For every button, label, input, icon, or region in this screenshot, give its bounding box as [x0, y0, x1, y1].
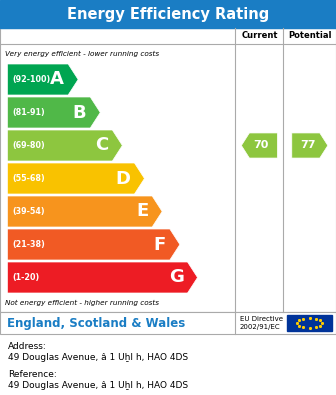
Polygon shape	[7, 229, 180, 260]
Text: D: D	[116, 169, 130, 188]
Text: Potential: Potential	[288, 32, 332, 41]
Text: (92-100): (92-100)	[12, 75, 51, 84]
Text: Address:: Address:	[8, 342, 47, 351]
Text: (55-68): (55-68)	[12, 174, 45, 183]
Polygon shape	[7, 196, 162, 227]
Polygon shape	[241, 133, 278, 158]
Polygon shape	[7, 130, 122, 161]
Text: (21-38): (21-38)	[12, 240, 45, 249]
Polygon shape	[292, 133, 328, 158]
Text: A: A	[50, 70, 64, 88]
Text: (39-54): (39-54)	[12, 207, 45, 216]
Text: C: C	[95, 137, 108, 154]
Text: England, Scotland & Wales: England, Scotland & Wales	[7, 316, 185, 329]
Text: (81-91): (81-91)	[12, 108, 45, 117]
Bar	[0, 312, 336, 334]
Text: 49 Douglas Avenue, â 1 Uẖl h, HAO 4DS: 49 Douglas Avenue, â 1 Uẖl h, HAO 4DS	[8, 353, 188, 362]
Bar	[0, 0, 336, 28]
Text: Very energy efficient - lower running costs: Very energy efficient - lower running co…	[5, 51, 159, 57]
Polygon shape	[7, 64, 78, 95]
Text: Reference:: Reference:	[8, 370, 57, 379]
Text: Current: Current	[241, 32, 278, 41]
Text: (1-20): (1-20)	[12, 273, 40, 282]
Polygon shape	[7, 163, 144, 194]
Text: F: F	[154, 235, 166, 254]
Polygon shape	[7, 262, 198, 293]
Text: 49 Douglas Avenue, â 1 Uẖl h, HAO 4DS: 49 Douglas Avenue, â 1 Uẖl h, HAO 4DS	[8, 381, 188, 390]
Text: E: E	[136, 203, 148, 220]
Text: G: G	[169, 269, 183, 286]
Polygon shape	[7, 97, 100, 128]
Text: 70: 70	[254, 141, 269, 150]
Text: EU Directive
2002/91/EC: EU Directive 2002/91/EC	[240, 316, 283, 330]
Text: (69-80): (69-80)	[12, 141, 45, 150]
Text: Not energy efficient - higher running costs: Not energy efficient - higher running co…	[5, 300, 159, 306]
Text: B: B	[73, 103, 86, 122]
Bar	[0, 28, 336, 312]
Text: Energy Efficiency Rating: Energy Efficiency Rating	[67, 6, 269, 21]
Bar	[287, 315, 332, 331]
Text: 77: 77	[300, 141, 316, 150]
